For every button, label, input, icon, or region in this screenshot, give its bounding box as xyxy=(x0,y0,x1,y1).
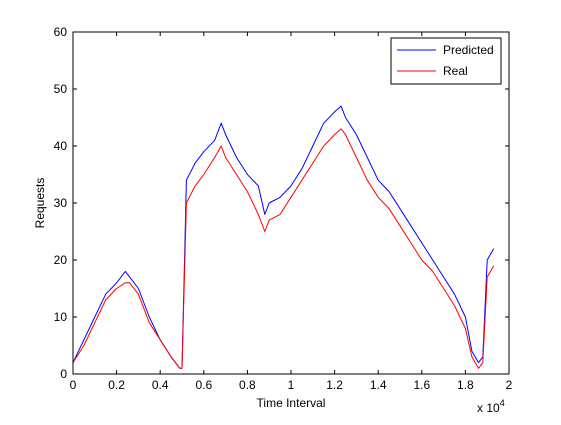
legend-box xyxy=(390,37,502,85)
x-tick-label: 1 xyxy=(288,378,295,392)
x-multiplier-base: x 10 xyxy=(477,401,500,415)
y-tick-label: 60 xyxy=(54,25,68,39)
y-axis-label: Requests xyxy=(33,178,47,229)
x-tick-label: 0.4 xyxy=(152,378,169,392)
x-multiplier-exponent: 4 xyxy=(500,398,505,408)
x-axis-label: Time Interval xyxy=(257,396,326,410)
series-line-predicted xyxy=(72,105,495,369)
y-tick-label: 50 xyxy=(54,82,68,96)
x-tick-label: 0 xyxy=(70,378,77,392)
x-tick-label: 1.8 xyxy=(457,378,474,392)
series-lines xyxy=(72,105,495,369)
x-tick-label: 1.4 xyxy=(370,378,387,392)
y-tick-label: 0 xyxy=(60,367,67,381)
y-tick-label: 10 xyxy=(54,310,68,324)
x-tick-label: 2 xyxy=(506,378,513,392)
x-tick-label: 1.6 xyxy=(413,378,430,392)
x-tick-label: 1.2 xyxy=(326,378,343,392)
y-tick-label: 20 xyxy=(54,253,68,267)
x-multiplier-label: x 104 xyxy=(477,398,505,415)
series-line-real xyxy=(72,128,495,369)
legend: Predicted Real xyxy=(390,37,502,85)
x-tick-label: 0.8 xyxy=(239,378,256,392)
y-tick-label: 40 xyxy=(54,139,68,153)
plot-area xyxy=(73,32,509,374)
legend-label-predicted: Predicted xyxy=(443,43,494,57)
y-tick-label: 30 xyxy=(54,196,68,210)
x-tick-label: 0.2 xyxy=(108,378,125,392)
x-tick-label: 0.6 xyxy=(195,378,212,392)
legend-label-real: Real xyxy=(443,64,468,78)
